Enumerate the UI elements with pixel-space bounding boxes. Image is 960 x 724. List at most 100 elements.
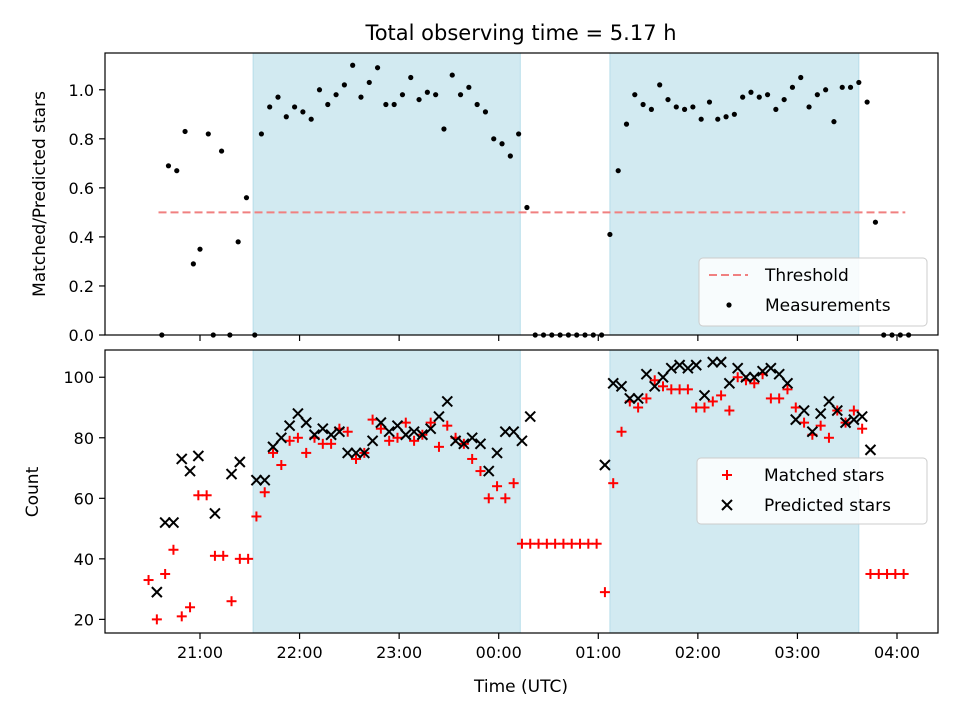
measurement-point	[740, 94, 746, 100]
predicted-star-point	[358, 447, 370, 459]
measurement-point	[789, 84, 796, 90]
measurement-point	[275, 94, 281, 100]
measurement-point	[399, 92, 406, 98]
predicted-star-point	[624, 392, 636, 405]
ratio-y-axis-label: Matched/Predicted stars	[30, 91, 50, 297]
predicted-star-point	[765, 362, 777, 374]
matched-star-point	[508, 478, 519, 489]
y-tick-label: 60	[74, 489, 94, 508]
legend-measurements-label: Measurements	[765, 296, 891, 316]
predicted-star-point	[308, 429, 321, 441]
measurement-point	[524, 204, 530, 211]
predicted-star-point	[516, 435, 528, 447]
measurement-point	[283, 114, 289, 120]
predicted-star-point	[400, 429, 412, 441]
matched-star-point	[591, 538, 602, 549]
matched-star-point	[467, 453, 478, 464]
matched-star-point	[774, 393, 785, 404]
predicted-star-point	[325, 429, 337, 441]
measurement-point	[424, 89, 430, 95]
matched-star-point	[384, 435, 395, 446]
matched-star-point	[284, 435, 295, 446]
predicted-star-point	[790, 413, 802, 426]
matched-star-point	[815, 420, 826, 431]
predicted-star-point	[250, 474, 263, 486]
matched-star-point	[649, 375, 660, 386]
matched-star-point	[326, 438, 337, 449]
predicted-star-point	[424, 422, 437, 435]
measurement-point	[408, 74, 414, 81]
predicted-star-point	[259, 474, 271, 486]
predicted-star-point	[831, 404, 843, 417]
figure-title: Total observing time = 5.17 h	[364, 21, 676, 45]
predicted-star-point	[292, 407, 304, 420]
matched-star-point	[732, 372, 743, 383]
matched-star-point	[492, 481, 503, 492]
measurement-point	[416, 96, 422, 103]
predicted-star-point	[823, 395, 835, 408]
measurement-point	[623, 121, 630, 127]
predicted-star-point	[649, 380, 661, 393]
measurement-point	[374, 65, 381, 71]
predicted-star-point	[433, 410, 445, 423]
x-axis-label: Time (UTC)	[473, 677, 568, 697]
y-tick-label: 80	[74, 429, 94, 448]
predicted-star-point	[466, 432, 478, 444]
measurement-point	[806, 104, 812, 110]
measurement-point	[864, 99, 870, 105]
measurement-point	[235, 239, 241, 245]
predicted-star-point	[391, 419, 404, 432]
predicted-star-point	[300, 416, 312, 429]
predicted-star-point	[333, 426, 346, 438]
matched-star-point	[218, 550, 229, 561]
measurement-point	[814, 92, 820, 98]
measurement-point	[856, 79, 862, 86]
predicted-star-point	[773, 368, 785, 380]
measurement-point	[433, 92, 439, 98]
ratio-legend: Threshold Measurements	[698, 257, 928, 327]
measurement-point	[441, 126, 447, 132]
predicted-star-point	[283, 419, 296, 432]
predicted-star-point	[491, 447, 503, 459]
predicted-star-point	[848, 413, 860, 426]
predicted-star-point	[408, 426, 420, 438]
matched-star-point	[301, 447, 312, 458]
predicted-star-point	[756, 365, 769, 377]
predicted-star-point	[151, 586, 163, 598]
measurement-point	[491, 136, 497, 142]
measurement-point	[218, 148, 225, 154]
x-tick-label: 03:00	[774, 643, 820, 662]
matched-star-point	[898, 568, 909, 579]
predicted-star-point	[225, 468, 238, 480]
measurement-point	[516, 131, 522, 137]
predicted-star-point	[839, 416, 852, 429]
matched-star-point	[276, 460, 287, 471]
legend-matched-label: Matched stars	[764, 466, 884, 486]
predicted-star-point	[673, 359, 686, 371]
observing-interval-1	[252, 52, 521, 336]
measurement-point	[831, 119, 837, 125]
measurement-point	[706, 99, 713, 105]
predicted-star-point	[599, 459, 611, 471]
matched-star-point	[658, 381, 669, 392]
predicted-star-point	[184, 465, 196, 477]
predicted-star-point	[748, 371, 760, 383]
matched-star-point	[392, 432, 403, 443]
measurement-point	[243, 195, 250, 201]
count-legend: Matched stars Predicted stars	[696, 457, 928, 525]
measurement-point	[358, 94, 364, 100]
count-axes-frame	[104, 349, 939, 634]
matched-star-point	[168, 544, 179, 555]
legend-predicted-label: Predicted stars	[764, 496, 891, 516]
measurement-point	[325, 101, 331, 108]
measurement-point	[258, 131, 265, 137]
matched-star-point	[367, 414, 378, 425]
predicted-star-point	[806, 426, 819, 438]
measurement-point	[847, 84, 854, 90]
predicted-star-point	[698, 389, 711, 402]
predicted-star-point	[458, 438, 470, 450]
predicted-star-point	[731, 362, 744, 374]
measurement-point	[690, 104, 696, 110]
predicted-star-point	[416, 429, 429, 441]
matched-star-point	[409, 435, 420, 446]
